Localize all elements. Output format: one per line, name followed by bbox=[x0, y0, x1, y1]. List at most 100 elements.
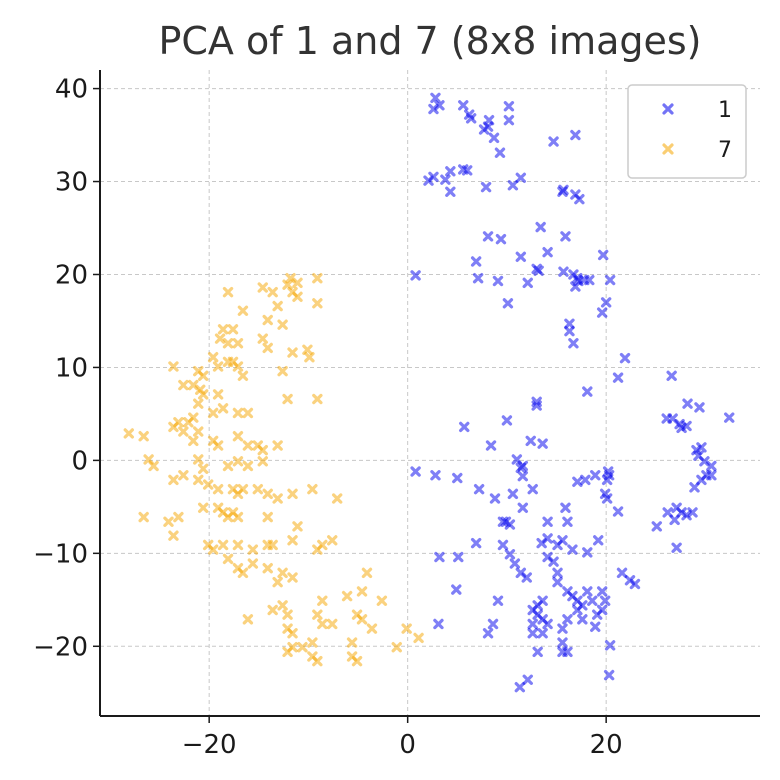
data-point bbox=[346, 637, 358, 648]
data-point bbox=[287, 347, 298, 358]
data-point bbox=[401, 623, 412, 634]
data-point bbox=[341, 590, 353, 602]
data-point bbox=[509, 558, 521, 569]
data-point bbox=[123, 428, 134, 439]
data-point bbox=[507, 488, 519, 500]
data-point bbox=[537, 628, 548, 639]
data-point bbox=[202, 479, 214, 490]
data-point bbox=[247, 544, 259, 555]
data-point bbox=[257, 333, 268, 344]
data-point bbox=[297, 642, 308, 653]
x-tick-label: 20 bbox=[590, 730, 623, 760]
data-point bbox=[214, 333, 226, 344]
data-point bbox=[232, 407, 244, 419]
data-point bbox=[410, 466, 421, 477]
data-point bbox=[242, 440, 254, 451]
data-point bbox=[188, 435, 199, 447]
series-7 bbox=[123, 273, 424, 667]
data-point bbox=[537, 438, 548, 449]
data-point bbox=[262, 511, 273, 523]
data-point bbox=[570, 281, 581, 292]
data-point bbox=[188, 379, 199, 391]
data-point bbox=[689, 482, 700, 493]
data-point bbox=[522, 277, 533, 289]
x-tick-label: 0 bbox=[399, 730, 416, 760]
legend-marker bbox=[662, 103, 674, 115]
data-point bbox=[612, 506, 624, 517]
data-point bbox=[488, 132, 500, 144]
data-point bbox=[267, 604, 278, 616]
data-point bbox=[651, 521, 662, 532]
data-point bbox=[522, 674, 533, 685]
data-point bbox=[272, 576, 283, 588]
data-point bbox=[517, 470, 528, 482]
data-point bbox=[562, 646, 573, 658]
data-point bbox=[413, 632, 424, 644]
data-point bbox=[222, 286, 234, 298]
data-point bbox=[198, 463, 209, 474]
data-point bbox=[548, 556, 559, 567]
data-point bbox=[582, 386, 593, 397]
data-point bbox=[666, 370, 677, 382]
data-point bbox=[494, 147, 506, 158]
data-point bbox=[587, 595, 598, 606]
data-point bbox=[604, 640, 616, 651]
data-point bbox=[548, 136, 559, 147]
data-point bbox=[445, 186, 456, 197]
data-point bbox=[597, 249, 609, 261]
data-point bbox=[282, 646, 293, 658]
data-point bbox=[391, 642, 402, 653]
data-point bbox=[277, 319, 288, 330]
data-point bbox=[430, 92, 441, 104]
chart-title: PCA of 1 and 7 (8x8 images) bbox=[158, 19, 701, 63]
data-point bbox=[277, 365, 288, 377]
data-point bbox=[514, 681, 526, 693]
data-point bbox=[242, 460, 254, 472]
data-point bbox=[237, 567, 249, 579]
data-point bbox=[317, 595, 328, 606]
data-point bbox=[252, 484, 264, 495]
data-point bbox=[699, 456, 710, 467]
data-point bbox=[600, 297, 612, 308]
data-point bbox=[262, 342, 273, 354]
data-point bbox=[706, 470, 717, 481]
data-point bbox=[168, 474, 179, 486]
data-point bbox=[237, 370, 249, 382]
data-point bbox=[257, 282, 268, 293]
data-point bbox=[459, 421, 470, 433]
y-tick-label: 30 bbox=[55, 168, 88, 198]
data-point bbox=[570, 129, 581, 141]
data-point bbox=[232, 456, 244, 467]
data-point bbox=[262, 488, 273, 500]
data-point bbox=[287, 628, 298, 639]
data-point bbox=[282, 393, 293, 405]
data-point bbox=[580, 474, 591, 486]
y-tick-label: 10 bbox=[55, 353, 88, 383]
data-point bbox=[590, 470, 601, 481]
data-point bbox=[193, 474, 204, 486]
data-point bbox=[198, 370, 209, 382]
data-point bbox=[532, 646, 543, 658]
axes: −20 0 20 −20 −10 0 10 20 30 40 bbox=[33, 70, 760, 760]
data-point bbox=[557, 623, 568, 634]
data-point bbox=[604, 274, 616, 286]
data-point bbox=[138, 511, 149, 523]
data-point bbox=[662, 507, 673, 518]
y-tick-label: 20 bbox=[55, 260, 88, 290]
data-point bbox=[596, 307, 608, 318]
data-point bbox=[507, 180, 519, 191]
data-point bbox=[517, 460, 528, 472]
data-point bbox=[272, 300, 283, 312]
data-point bbox=[535, 221, 546, 233]
data-point bbox=[453, 551, 464, 563]
data-point bbox=[515, 172, 527, 184]
data-point bbox=[489, 493, 501, 504]
data-point bbox=[247, 558, 259, 569]
data-point bbox=[178, 426, 189, 437]
data-point bbox=[590, 621, 601, 632]
data-point bbox=[487, 618, 499, 630]
legend-label: 1 bbox=[718, 98, 732, 123]
data-point bbox=[361, 567, 373, 579]
data-point bbox=[433, 618, 444, 630]
